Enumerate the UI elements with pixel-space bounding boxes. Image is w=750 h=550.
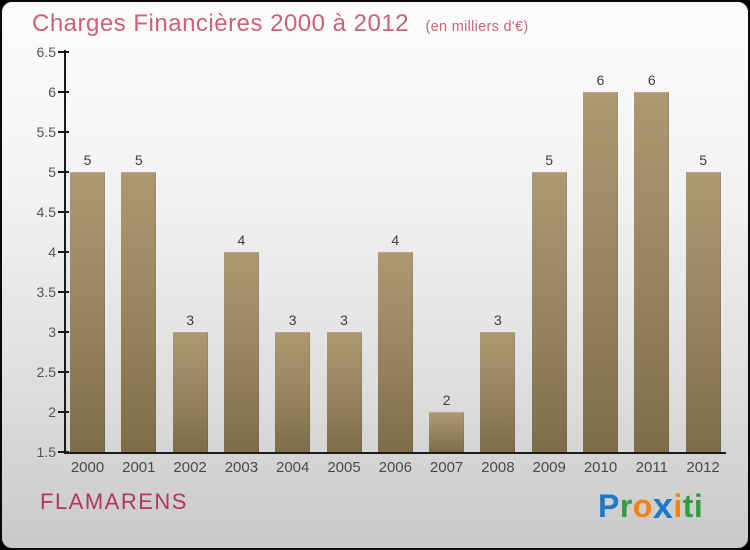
x-axis-label-2001: 2001 <box>122 459 156 476</box>
y-tick-mark <box>58 371 69 373</box>
bar-value-label: 5 <box>83 152 92 168</box>
x-axis-label-2010: 2010 <box>583 459 618 476</box>
y-tick-mark <box>58 51 69 53</box>
y-tick-mark <box>58 291 69 293</box>
bar-value-label: 4 <box>237 232 246 248</box>
y-tick-mark <box>58 211 69 213</box>
y-tick-label: 4.5 <box>36 204 56 220</box>
chart-subtitle: (en milliers d'€) <box>425 19 529 35</box>
y-tick-mark <box>58 451 69 453</box>
chart-title: Charges Financières 2000 à 2012 <box>32 10 410 37</box>
bar-2008 <box>480 332 516 452</box>
x-axis-label-2006: 2006 <box>378 459 412 476</box>
bar-value-label: 4 <box>391 232 400 248</box>
bar-2010 <box>583 92 618 452</box>
bar-value-label: 5 <box>545 152 554 168</box>
title-row: Charges Financières 2000 à 2012 (en mill… <box>32 10 528 38</box>
x-axis-label-2000: 2000 <box>70 459 105 476</box>
y-tick-label: 6 <box>48 84 56 100</box>
y-tick-mark <box>58 251 69 253</box>
x-axis-label-2004: 2004 <box>276 459 310 476</box>
bar-value-label: 6 <box>647 72 656 88</box>
bar-2007 <box>429 412 465 452</box>
logo-letter: i <box>673 488 683 524</box>
logo-letter: t <box>682 488 694 524</box>
bar-2012 <box>685 172 721 452</box>
y-tick-label: 5 <box>48 164 56 180</box>
y-tick-mark <box>58 131 69 133</box>
bar-2001 <box>121 172 157 452</box>
x-axis-label-2005: 2005 <box>327 459 361 476</box>
bar-value-label: 3 <box>186 312 194 328</box>
x-axis-label-2007: 2007 <box>429 459 464 476</box>
logo-letter: r <box>619 488 633 524</box>
bar-2000 <box>70 172 105 452</box>
bar-value-label: 2 <box>442 392 451 408</box>
bar-value-label: 3 <box>288 312 297 328</box>
y-tick-mark <box>58 411 69 413</box>
y-tick-label: 1.5 <box>36 444 56 460</box>
bar-value-label: 3 <box>493 312 502 328</box>
y-tick-label: 5.5 <box>36 124 56 140</box>
x-axis-label-2012: 2012 <box>686 459 720 476</box>
bar-2002 <box>172 332 208 452</box>
y-tick-mark <box>58 91 69 93</box>
y-tick-label: 6.5 <box>36 44 56 60</box>
x-axis-label-2003: 2003 <box>224 459 259 476</box>
bar-value-label: 6 <box>596 72 605 88</box>
y-tick-label: 2 <box>48 404 56 420</box>
y-tick-label: 3.5 <box>36 284 56 300</box>
x-axis-label-2008: 2008 <box>481 459 515 476</box>
bar-value-label: 5 <box>134 152 143 168</box>
bar-2005 <box>326 332 362 452</box>
logo-letter: o <box>632 488 653 524</box>
footer-entity-name: FLAMARENS <box>40 489 188 514</box>
x-axis-label-2011: 2011 <box>635 459 668 476</box>
y-tick-label: 4 <box>48 244 56 260</box>
bar-value-label: 3 <box>340 312 348 328</box>
logo-letter: i <box>693 488 704 524</box>
logo-letter: x <box>652 485 674 526</box>
y-tick-label: 3 <box>48 324 56 340</box>
x-axis-line <box>64 452 726 454</box>
y-tick-mark <box>58 171 69 173</box>
bar-value-label: 5 <box>699 152 707 168</box>
y-tick-mark <box>58 331 69 333</box>
bar-2011 <box>634 92 670 452</box>
bar-2009 <box>531 172 567 452</box>
bar-2006 <box>377 252 413 452</box>
bar-2003 <box>223 252 259 452</box>
logo-letter: P <box>598 488 620 524</box>
bar-2004 <box>275 332 311 452</box>
x-axis-label-2009: 2009 <box>532 459 566 476</box>
x-axis-label-2002: 2002 <box>173 459 207 476</box>
y-tick-label: 2.5 <box>36 364 56 380</box>
proxiti-logo[interactable]: Proxiti <box>598 484 703 526</box>
